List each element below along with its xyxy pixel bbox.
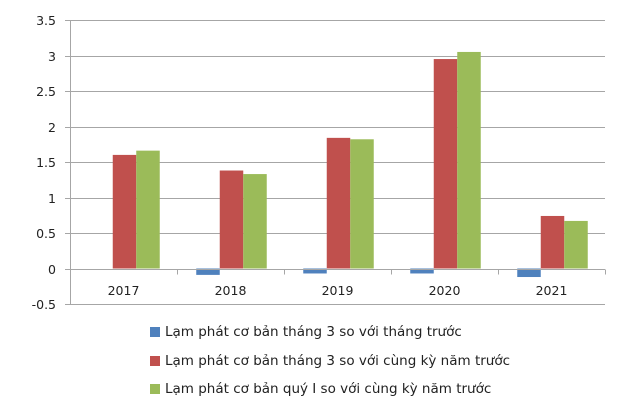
bar bbox=[326, 137, 351, 269]
y-tick-label: 2 bbox=[48, 120, 56, 135]
y-tick-label: -0.5 bbox=[32, 297, 56, 312]
x-tick-label: 2020 bbox=[429, 283, 461, 298]
bar bbox=[350, 139, 374, 269]
bar bbox=[112, 154, 137, 269]
legend: Lạm phát cơ bản tháng 3 so với tháng trư… bbox=[150, 318, 510, 404]
bar bbox=[457, 51, 481, 269]
legend-label: Lạm phát cơ bản tháng 3 so với cùng kỳ n… bbox=[165, 352, 511, 369]
bar bbox=[196, 268, 220, 275]
x-tick-label: 2019 bbox=[322, 283, 354, 298]
legend-label: Lạm phát cơ bản quý I so với cùng kỳ năm… bbox=[165, 381, 492, 398]
bar bbox=[219, 170, 244, 269]
x-axis: 2017 2018 2019 2020 2021 bbox=[65, 269, 606, 298]
bar bbox=[410, 268, 434, 274]
bars bbox=[112, 51, 588, 278]
y-axis: 3.5 3 2.5 2 1.5 1 0.5 0 -0.5 bbox=[32, 13, 71, 312]
y-tick-label: 1 bbox=[48, 191, 56, 206]
legend-label: Lạm phát cơ bản tháng 3 so với tháng trư… bbox=[165, 324, 462, 341]
legend-item-mom: Lạm phát cơ bản tháng 3 so với tháng trư… bbox=[150, 318, 510, 347]
x-tick-label: 2017 bbox=[108, 283, 140, 298]
bar bbox=[303, 268, 327, 274]
legend-item-yoy-q1: Lạm phát cơ bản quý I so với cùng kỳ năm… bbox=[150, 375, 510, 404]
y-tick-label: 1.5 bbox=[36, 155, 56, 170]
legend-swatch-green bbox=[150, 384, 160, 395]
legend-swatch-blue bbox=[150, 327, 160, 338]
x-tick-label: 2018 bbox=[215, 283, 247, 298]
y-tick-label: 2.5 bbox=[36, 84, 56, 99]
bar bbox=[136, 150, 160, 269]
bar bbox=[540, 215, 565, 269]
bar bbox=[564, 220, 588, 269]
x-tick-label: 2021 bbox=[536, 283, 568, 298]
y-tick-label: 0.5 bbox=[36, 226, 56, 241]
y-tick-label: 3 bbox=[48, 49, 56, 64]
legend-item-yoy-march: Lạm phát cơ bản tháng 3 so với cùng kỳ n… bbox=[150, 347, 510, 376]
bar bbox=[243, 174, 267, 269]
y-tick-label: 3.5 bbox=[36, 13, 56, 28]
legend-swatch-red bbox=[150, 355, 160, 366]
y-tick-label: 0 bbox=[48, 262, 56, 277]
bar bbox=[517, 268, 541, 278]
bar bbox=[433, 59, 458, 269]
